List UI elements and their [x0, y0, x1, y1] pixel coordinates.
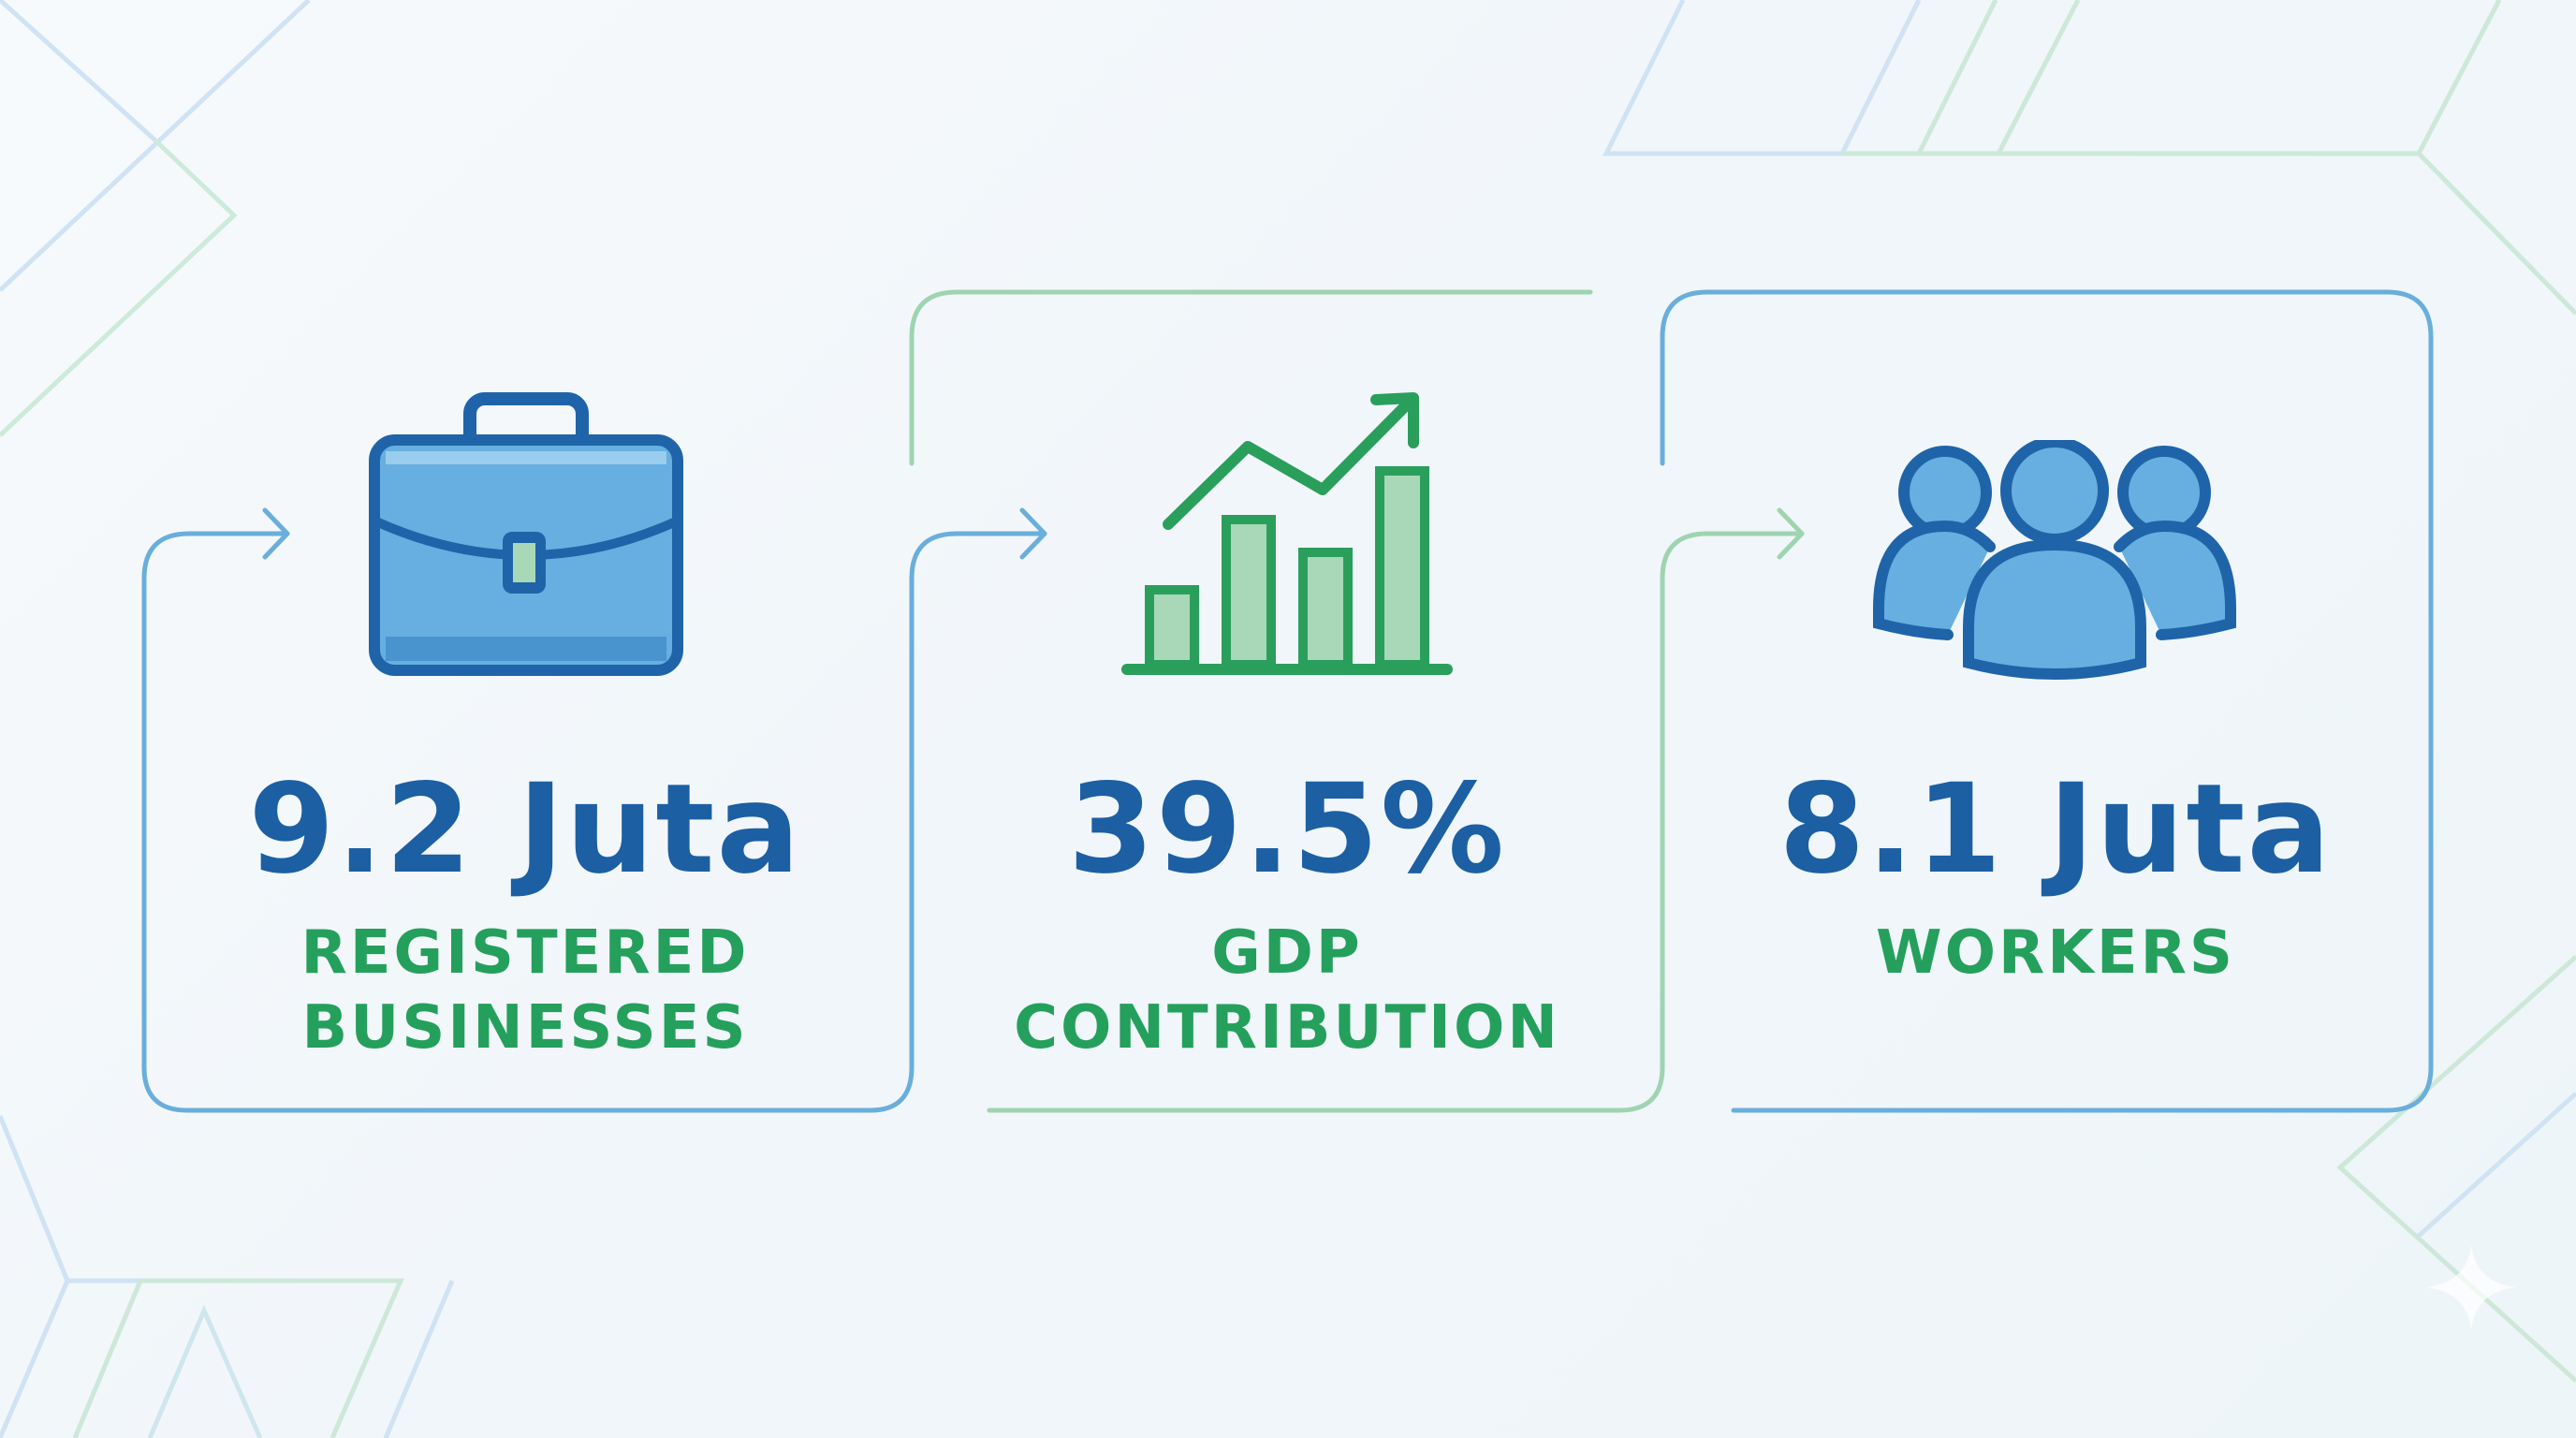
- stat-label-line1: WORKERS: [1876, 918, 2235, 988]
- arrow-head-3: [1777, 507, 1805, 560]
- stat-registered-businesses: 9.2 Juta REGISTERED BUSINESSES: [248, 768, 801, 1065]
- panel-2-frame-top: [909, 289, 1593, 466]
- arrow-head-2: [1019, 507, 1047, 560]
- panel-1-frame: [141, 531, 1047, 1113]
- briefcase-icon: [369, 392, 683, 676]
- stat-label-line1: GDP: [1211, 918, 1363, 988]
- stat-gdp-contribution: 39.5% GDP CONTRIBUTION: [1014, 768, 1560, 1065]
- people-group-icon: [1873, 440, 2236, 680]
- growth-chart-icon: [1121, 392, 1453, 675]
- panel-3-frame: [1660, 289, 2434, 1113]
- panel-2-frame-bottom: [987, 531, 1805, 1113]
- stat-workers: 8.1 Juta WORKERS: [1778, 768, 2332, 990]
- stat-value: 8.1 Juta: [1778, 757, 2333, 902]
- sparkle-icon: [2426, 1245, 2516, 1329]
- stat-label-line2: CONTRIBUTION: [1014, 993, 1560, 1063]
- stat-label-line2: BUSINESSES: [301, 993, 749, 1063]
- stat-label-line1: REGISTERED: [300, 918, 750, 988]
- stat-value: 39.5%: [1068, 757, 1506, 902]
- stat-value: 9.2 Juta: [248, 757, 802, 902]
- arrow-head-1: [262, 507, 290, 560]
